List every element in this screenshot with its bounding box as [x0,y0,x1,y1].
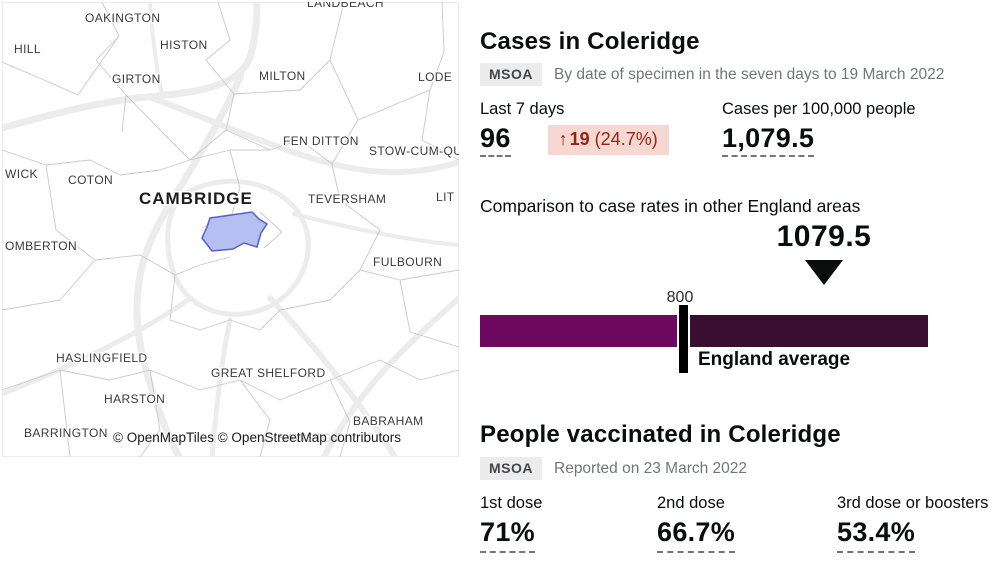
map-label: OAKINGTON [85,11,160,25]
last-7-days-value[interactable]: 96 [480,124,511,158]
map-label: HASLINGFIELD [56,351,148,365]
map-boundaries [2,2,459,457]
map-label: LANDBEACH [307,2,384,10]
map-label-cambridge: CAMBRIDGE [139,189,253,208]
vaccination-meta-row: MSOA Reported on 23 March 2022 [480,457,747,480]
map-label: FULBOURN [373,255,442,269]
map-label: COTON [68,173,113,187]
comparison-marker-value: 1079.5 [776,220,872,253]
highlighted-msoa-coleridge[interactable] [201,211,269,252]
map-label: HISTON [160,38,208,52]
details-panel: Cases in Coleridge MSOA By date of speci… [480,0,1006,574]
vaccination-section-title: People vaccinated in Coleridge [480,421,841,448]
vaccination-subtitle: Reported on 23 March 2022 [554,459,748,477]
last-7-days-stat: Last 7 days 96 ↑ 19 (24.7%) [480,100,669,158]
average-tick-value: 800 [666,289,694,306]
england-average-tick [679,305,688,373]
cases-subtitle: By date of specimen in the seven days to… [554,65,945,83]
dose-1-label: 1st dose [480,494,543,512]
map-label: WICK [5,167,38,181]
bar-segment-below-average [480,315,684,347]
england-average-label: England average [698,349,851,370]
dose-3-label: 3rd dose or boosters [837,494,989,512]
map-place-labels: LANDBEACH OAKINGTON HILL HISTON GIRTON M… [4,2,460,445]
dose-1-stat: 1st dose 71% [480,494,542,553]
last-7-days-label: Last 7 days [480,100,565,118]
map-label: BARRINGTON [24,426,108,440]
map-label: GREAT SHELFORD [211,366,326,380]
cases-meta-row: MSOA By date of specimen in the seven da… [480,63,944,86]
map-label: TEVERSHAM [308,192,386,206]
dose-3-stat: 3rd dose or boosters 53.4% [837,494,988,553]
change-percent: (24.7%) [594,129,658,149]
map-canvas: LANDBEACH OAKINGTON HILL HISTON GIRTON M… [2,2,459,457]
map-label: LODE [418,70,452,84]
map-label: STOW-CUM-QU [369,144,459,158]
change-count: 19 [569,129,590,149]
case-rate-stat: Cases per 100,000 people 1,079.5 [722,100,916,158]
map-label: MILTON [259,69,306,83]
case-rate-value[interactable]: 1,079.5 [722,124,815,158]
map-label: OMBERTON [5,239,77,253]
map-label: FEN DITTON [283,134,359,148]
dose-3-value[interactable]: 53.4% [837,517,916,553]
change-badge: ↑ 19 (24.7%) [547,125,669,155]
comparison-title: Comparison to case rates in other Englan… [480,196,861,216]
dose-1-value[interactable]: 71% [480,517,535,553]
msoa-badge: MSOA [480,457,542,480]
up-arrow-icon: ↑ [558,129,568,149]
map-label: HILL [14,42,41,56]
map-attribution[interactable]: © OpenMapTiles © OpenStreetMap contribut… [113,430,402,445]
area-map[interactable]: LANDBEACH OAKINGTON HILL HISTON GIRTON M… [2,2,459,457]
msoa-badge: MSOA [480,63,542,86]
dose-2-label: 2nd dose [657,494,725,512]
map-label: HARSTON [104,392,165,406]
map-label: GIRTON [112,72,161,86]
bar-segment-above-average [684,315,928,347]
map-label: LIT [436,190,455,204]
comparison-bar [480,305,928,373]
marker-triangle-icon [805,260,843,285]
cases-section-title: Cases in Coleridge [480,28,700,55]
map-label: BABRAHAM [353,414,424,428]
map-label-faint: SAWSTON [278,431,341,445]
dose-2-stat: 2nd dose 66.7% [657,494,736,553]
dose-2-value[interactable]: 66.7% [657,517,736,553]
case-rate-label: Cases per 100,000 people [722,100,916,118]
